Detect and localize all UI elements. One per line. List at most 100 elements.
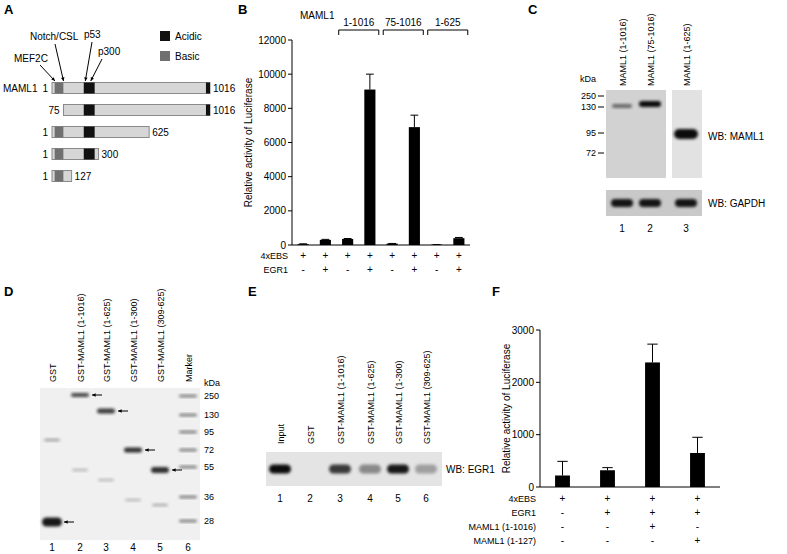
y-tick-label: 8000 bbox=[264, 103, 287, 114]
domain bbox=[55, 149, 64, 160]
bracket bbox=[338, 30, 339, 35]
group-label: 1-625 bbox=[435, 17, 461, 28]
error-bar bbox=[321, 239, 329, 241]
condition-mark: + bbox=[300, 250, 306, 261]
y-tick bbox=[536, 330, 540, 331]
x-axis bbox=[292, 245, 470, 246]
y-tick bbox=[288, 245, 292, 246]
lane-label: MAML1 (1-625) bbox=[682, 23, 692, 86]
probe-label: WB: GAPDH bbox=[708, 198, 765, 209]
lane-label: GST-MAML1 (1-625) bbox=[102, 298, 112, 382]
y-tick-label: 0 bbox=[280, 240, 286, 251]
probe-label: WB: EGR1 bbox=[446, 464, 495, 475]
construct-bar bbox=[52, 149, 99, 160]
condition-mark: + bbox=[650, 521, 656, 532]
condition-mark: + bbox=[456, 264, 462, 275]
marker-label: 250 bbox=[204, 391, 219, 401]
construct-bar bbox=[52, 83, 210, 94]
condition-label: MAML1 (1-1016) bbox=[468, 522, 536, 532]
bar bbox=[387, 244, 398, 245]
error-bar bbox=[557, 461, 567, 475]
error-bar bbox=[692, 437, 702, 453]
marker-tick bbox=[598, 107, 604, 108]
lane-label: GST-MAML1 (1-625) bbox=[366, 360, 376, 444]
condition-mark: + bbox=[650, 507, 656, 518]
error-bar bbox=[344, 238, 352, 240]
domain bbox=[84, 83, 95, 94]
residue-label: 127 bbox=[75, 171, 92, 182]
callout-arrow bbox=[55, 44, 64, 81]
band bbox=[675, 199, 697, 207]
marker-label: 130 bbox=[204, 410, 219, 420]
bar bbox=[600, 470, 615, 487]
band bbox=[179, 466, 197, 469]
y-tick-label: 10000 bbox=[258, 69, 286, 80]
error-cap bbox=[410, 115, 418, 116]
condition-mark: + bbox=[605, 507, 611, 518]
band-arrow-head bbox=[64, 520, 68, 523]
band bbox=[179, 520, 197, 523]
bracket bbox=[383, 30, 384, 35]
construct-bar bbox=[64, 105, 210, 116]
lane-number: 4 bbox=[130, 542, 136, 553]
probe-label: WB: MAML1 bbox=[708, 131, 765, 142]
band bbox=[72, 469, 88, 472]
condition-mark: - bbox=[561, 507, 564, 518]
condition-label: MAML1 (1-127) bbox=[473, 536, 536, 546]
condition-mark: + bbox=[389, 250, 395, 261]
error-bar bbox=[602, 468, 612, 471]
domain bbox=[84, 149, 95, 160]
error-line bbox=[562, 461, 563, 475]
y-axis-label: Relative activity of Luciferase bbox=[243, 77, 254, 207]
band bbox=[611, 199, 633, 207]
condition-mark: + bbox=[650, 493, 656, 504]
condition-mark: - bbox=[606, 535, 609, 546]
lane-label: GST-MAML1 (1-300) bbox=[129, 298, 139, 382]
band bbox=[359, 465, 381, 474]
condition-mark: + bbox=[456, 250, 462, 261]
error-cap bbox=[388, 243, 396, 244]
condition-mark: + bbox=[322, 264, 328, 275]
band bbox=[415, 465, 437, 474]
band bbox=[151, 467, 169, 473]
residue-label: 1016 bbox=[213, 105, 236, 116]
domain bbox=[206, 105, 210, 116]
marker-label: 95 bbox=[586, 128, 596, 138]
group-label: 75-1016 bbox=[385, 17, 422, 28]
y-tick bbox=[536, 382, 540, 383]
callout-arrow bbox=[85, 42, 92, 81]
error-bar bbox=[388, 243, 396, 244]
band bbox=[387, 465, 409, 474]
condition-label: EGR1 bbox=[263, 265, 288, 275]
lane-label: GST-MAML1 (309-625) bbox=[422, 350, 432, 444]
lane-label: GST bbox=[306, 425, 316, 444]
condition-mark: - bbox=[561, 521, 564, 532]
error-bar bbox=[647, 344, 657, 362]
lane-number: 6 bbox=[423, 493, 429, 504]
y-tick bbox=[536, 487, 540, 488]
lane-label: GST bbox=[48, 363, 58, 382]
band bbox=[639, 199, 661, 207]
condition-mark: + bbox=[434, 250, 440, 261]
marker-tick bbox=[598, 96, 604, 97]
band bbox=[44, 439, 60, 442]
residue-label: 1 bbox=[42, 127, 48, 138]
bracket bbox=[467, 30, 468, 35]
condition-mark: + bbox=[411, 264, 417, 275]
band bbox=[179, 496, 197, 499]
bracket bbox=[427, 30, 428, 35]
bar bbox=[342, 239, 353, 245]
residue-label: 625 bbox=[152, 127, 169, 138]
bars bbox=[555, 344, 705, 487]
condition-label: EGR1 bbox=[511, 508, 536, 518]
error-line bbox=[652, 344, 653, 362]
protein-label: MAML1 bbox=[3, 83, 38, 94]
band bbox=[124, 448, 142, 453]
y-tick bbox=[288, 108, 292, 109]
panel-label: D bbox=[4, 284, 13, 299]
header-label: MAML1 bbox=[300, 10, 335, 21]
band bbox=[612, 104, 632, 108]
band bbox=[179, 431, 197, 434]
lane-label: GST-MAML1 (1-1016) bbox=[336, 355, 346, 444]
bar bbox=[645, 362, 660, 487]
